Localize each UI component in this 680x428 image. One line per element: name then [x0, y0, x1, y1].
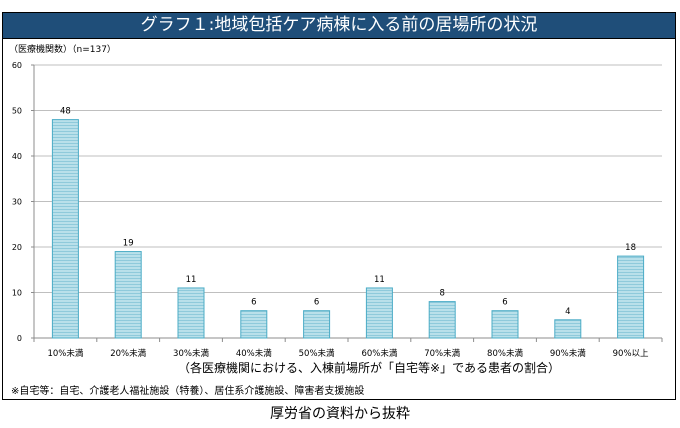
bar [365, 287, 393, 339]
bar [177, 287, 205, 339]
x-tick-label: 70%未満 [424, 348, 460, 359]
bar [51, 119, 79, 339]
bar [240, 310, 268, 339]
x-tick-label: 60%未満 [361, 348, 397, 359]
footnote: ※自宅等：自宅、介護老人福祉施設（特養）、居住系介護施設、障害者支援施設 [11, 386, 365, 397]
bar [428, 301, 456, 339]
y-tick-label: 10 [12, 289, 22, 298]
x-tick-label: 10%未満 [47, 348, 83, 359]
x-axis-label: （各医療機関における、入棟前場所が「自宅等※」である患者の割合） [178, 361, 560, 375]
data-label: 6 [314, 298, 319, 308]
x-tick-label: 50%未満 [299, 348, 335, 359]
data-label: 48 [60, 107, 71, 117]
bar [617, 255, 645, 339]
data-label: 8 [439, 289, 444, 299]
x-tick-label: 40%未満 [236, 348, 272, 359]
bar [491, 310, 519, 339]
y-tick-label: 40 [12, 152, 22, 161]
y-axis-label: （医療機関数）（n=137） [9, 45, 116, 55]
data-label: 6 [502, 298, 507, 308]
chart-title: グラフ１:地域包括ケア病棟に入る前の居場所の状況 [3, 13, 675, 39]
x-tick-label: 80%未満 [487, 348, 523, 359]
y-tick-label: 30 [12, 198, 22, 207]
x-tick-label: 90%以上 [613, 349, 649, 359]
data-label: 18 [625, 243, 636, 253]
y-tick-label: 60 [12, 61, 22, 70]
bar [303, 310, 331, 339]
data-label: 4 [565, 307, 570, 317]
source-caption: 厚労省の資料から抜粋 [270, 406, 410, 422]
data-label: 19 [123, 239, 134, 249]
y-tick-label: 20 [12, 243, 22, 252]
x-tick-label: 20%未満 [110, 348, 146, 359]
bar [554, 319, 582, 339]
bar-chart: 01020304050604810%未満1920%未満1130%未満640%未満… [12, 61, 663, 359]
bar [114, 251, 142, 339]
y-tick-label: 50 [12, 107, 22, 116]
x-tick-label: 90%未満 [550, 348, 586, 359]
data-label: 11 [186, 275, 197, 285]
data-label: 6 [251, 298, 256, 308]
x-tick-label: 30%未満 [173, 348, 209, 359]
data-label: 11 [374, 275, 385, 285]
chart-frame: グラフ１:地域包括ケア病棟に入る前の居場所の状況 （医療機関数）（n=137） … [2, 12, 676, 400]
y-tick-label: 0 [17, 334, 22, 343]
